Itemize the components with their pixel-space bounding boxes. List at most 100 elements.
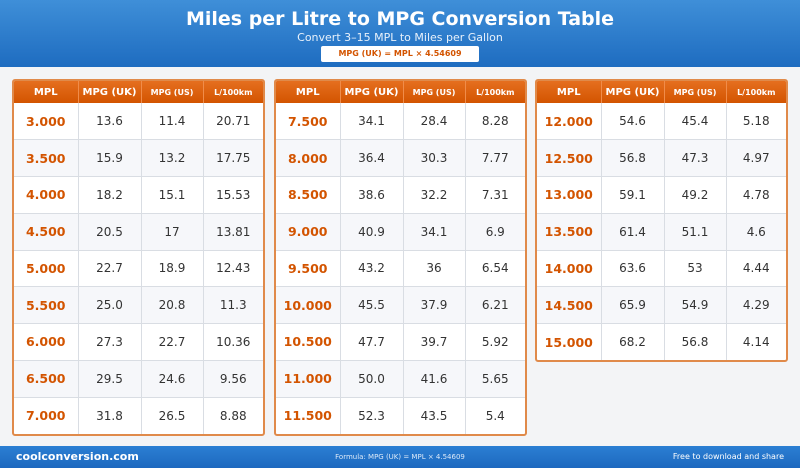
- column-header-mpg-us: MPG (US): [403, 81, 466, 103]
- table-row: 7.000 31.8 26.5 8.88: [14, 397, 263, 434]
- mpg-us-cell: 34.1: [403, 213, 466, 251]
- conversion-table: MPL MPG (UK) MPG (US) L/100km 7.500 34.1 2…: [276, 81, 525, 434]
- mpg-us-cell: 53: [664, 250, 727, 288]
- formula-badge: MPG (UK) = MPL × 4.54609: [321, 46, 479, 62]
- l100km-cell: 4.29: [726, 286, 786, 324]
- mpg-uk-cell: 59.1: [601, 176, 665, 214]
- mpl-cell: 13.500: [537, 213, 602, 251]
- column-header-l100km: L/100km: [465, 81, 525, 103]
- mpl-cell: 7.000: [14, 397, 79, 434]
- table-row: 11.500 52.3 43.5 5.4: [276, 397, 525, 434]
- l100km-cell: 4.6: [726, 213, 786, 251]
- column-header-l100km: L/100km: [726, 81, 786, 103]
- mpl-cell: 12.500: [537, 139, 602, 177]
- mpg-us-cell: 13.2: [141, 139, 204, 177]
- table-row: 5.000 22.7 18.9 12.43: [14, 250, 263, 288]
- mpg-us-cell: 26.5: [141, 397, 204, 434]
- mpg-uk-cell: 40.9: [340, 213, 404, 251]
- l100km-cell: 6.54: [465, 250, 525, 288]
- table-row: 12.000 54.6 45.4 5.18: [537, 103, 786, 141]
- mpg-uk-cell: 63.6: [601, 250, 665, 288]
- column-header-mpl: MPL: [276, 81, 341, 103]
- table-row: 4.500 20.5 17 13.81: [14, 213, 263, 251]
- mpg-uk-cell: 18.2: [78, 176, 142, 214]
- mpg-uk-cell: 34.1: [340, 103, 404, 141]
- l100km-cell: 5.4: [485, 408, 505, 423]
- l100km-cell: 8.28: [465, 103, 525, 141]
- table-row: 3.000 13.6 11.4 20.71: [14, 103, 263, 141]
- l100km-cell: 4.44: [726, 250, 786, 288]
- table-row: 6.500 29.5 24.6 9.56: [14, 360, 263, 398]
- mpl-cell: 10.500: [276, 323, 341, 361]
- mpl-cell: 9.000: [276, 213, 341, 251]
- mpg-us-cell: 41.6: [403, 360, 466, 398]
- mpl-cell: 5.500: [14, 286, 79, 324]
- mpg-uk-cell: 15.9: [78, 139, 142, 177]
- footer-note: Free to download and share: [672, 452, 784, 461]
- mpl-cell: 12.000: [537, 103, 602, 141]
- mpg-uk-cell: 56.8: [601, 139, 665, 177]
- mpl-cell: 8.500: [276, 176, 341, 214]
- mpg-uk-cell: 65.9: [601, 286, 665, 324]
- l100km-cell: 4.97: [726, 139, 786, 177]
- footer-formula: Formula: MPG (UK) = MPL × 4.54609: [335, 453, 465, 461]
- table-row: 13.000 59.1 49.2 4.78: [537, 176, 786, 214]
- column-header-l100km: L/100km: [203, 81, 263, 103]
- table-row: 3.500 15.9 13.2 17.75: [14, 139, 263, 177]
- mpg-uk-cell: 68.2: [601, 323, 665, 361]
- page-subtitle: Convert 3–15 MPL to Miles per Gallon: [297, 31, 503, 44]
- mpg-uk-cell: 22.7: [78, 250, 142, 288]
- column-header-mpl: MPL: [537, 81, 602, 103]
- l100km-cell: 5.92: [465, 323, 525, 361]
- l100km-cell: 6.21: [465, 286, 525, 324]
- table-row: 8.000 36.4 30.3 7.77: [276, 139, 525, 177]
- l100km-cell: 4.14: [742, 335, 770, 350]
- mpl-cell: 9.500: [276, 250, 341, 288]
- l100km-cell: 7.77: [465, 139, 525, 177]
- mpg-uk-cell: 50.0: [340, 360, 404, 398]
- mpg-uk-cell: 52.3: [340, 397, 404, 434]
- mpg-us-cell: 36: [403, 250, 466, 288]
- site-name: coolconversion.com: [16, 450, 139, 463]
- table-row: 9.000 40.9 34.1 6.9: [276, 213, 525, 251]
- l100km-cell: 15.53: [203, 176, 263, 214]
- mpg-us-cell: 37.9: [403, 286, 466, 324]
- mpg-us-cell: 49.2: [664, 176, 727, 214]
- mpl-cell: 8.000: [276, 139, 341, 177]
- mpg-uk-cell: 13.6: [78, 103, 142, 141]
- mpl-cell: 15.000: [537, 323, 602, 361]
- mpg-us-cell: 17: [141, 213, 204, 251]
- mpg-us-cell: 11.4: [141, 103, 204, 141]
- column-header-mpg-uk: MPG (UK): [340, 81, 404, 103]
- l100km-cell: 9.56: [203, 360, 263, 398]
- mpg-us-cell: 30.3: [403, 139, 466, 177]
- mpg-us-cell: 51.1: [664, 213, 727, 251]
- mpg-us-cell: 39.7: [403, 323, 466, 361]
- l100km-cell: 7.31: [465, 176, 525, 214]
- mpg-uk-cell: 25.0: [78, 286, 142, 324]
- l100km-cell: 4.78: [726, 176, 786, 214]
- mpg-uk-cell: 54.6: [601, 103, 665, 141]
- mpg-uk-cell: 27.3: [78, 323, 142, 361]
- table-row: 4.000 18.2 15.1 15.53: [14, 176, 263, 214]
- mpl-cell: 4.000: [14, 176, 79, 214]
- mpl-cell: 7.500: [276, 103, 341, 141]
- mpl-cell: 3.000: [14, 103, 79, 141]
- mpg-us-cell: 45.4: [664, 103, 727, 141]
- mpl-cell: 14.000: [537, 250, 602, 288]
- column-header-mpg-us: MPG (US): [141, 81, 204, 103]
- mpg-uk-cell: 31.8: [78, 397, 142, 434]
- l100km-cell: 12.43: [203, 250, 263, 288]
- table-row: 5.500 25.0 20.8 11.3: [14, 286, 263, 324]
- mpg-us-cell: 54.9: [664, 286, 727, 324]
- mpl-cell: 11.000: [276, 360, 341, 398]
- page-title: Miles per Litre to MPG Conversion Table: [185, 8, 615, 30]
- table-row: 9.500 43.2 36 6.54: [276, 250, 525, 288]
- mpg-uk-cell: 43.2: [340, 250, 404, 288]
- mpg-us-cell: 15.1: [141, 176, 204, 214]
- l100km-cell: 20.71: [203, 103, 263, 141]
- mpg-uk-cell: 20.5: [78, 213, 142, 251]
- mpg-us-cell: 32.2: [403, 176, 466, 214]
- conversion-table: MPL MPG (UK) MPG (US) L/100km 12.000 54.6…: [537, 81, 786, 361]
- table-row: 15.000 68.2 56.8 4.14: [537, 323, 786, 361]
